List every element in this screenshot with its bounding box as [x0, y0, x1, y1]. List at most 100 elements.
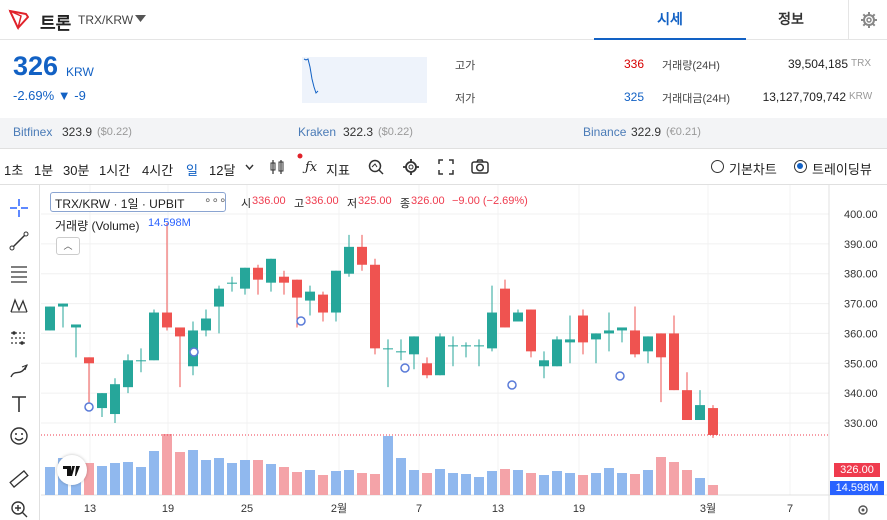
coin-code: TRX/KRW	[78, 13, 134, 27]
trend-line-icon[interactable]	[8, 230, 30, 252]
candle-body	[227, 282, 237, 284]
open-value: 336.00	[252, 195, 286, 207]
volume-bar	[500, 469, 510, 495]
indicator-button[interactable]: 지표	[326, 163, 350, 178]
event-marker	[189, 347, 199, 357]
candle-body	[422, 363, 432, 376]
high-label-legend: 고	[294, 198, 305, 210]
candle-body	[71, 324, 81, 328]
volume-bar	[487, 471, 497, 495]
interval-1d[interactable]: 일	[186, 163, 198, 178]
volume-bar	[526, 473, 536, 495]
new-dot-icon	[297, 153, 303, 159]
event-marker	[507, 380, 517, 390]
tradingview-radio[interactable]	[794, 160, 807, 173]
brush-icon[interactable]	[8, 360, 30, 382]
y-tick-label: 390.00	[844, 239, 878, 251]
candle-body	[643, 336, 653, 352]
tab-price[interactable]: 시세	[594, 0, 746, 40]
y-tick-label: 380.00	[844, 269, 878, 281]
fx-icon[interactable]: ƒx	[305, 160, 318, 175]
interval-1s[interactable]: 1초	[4, 163, 24, 178]
legend-symbol: TRX/KRW · 1일 · UPBIT	[55, 197, 185, 211]
coin-select-chevron-icon[interactable]	[134, 14, 147, 23]
candle-body	[175, 327, 185, 337]
candle-body	[162, 312, 172, 328]
emoji-icon[interactable]	[8, 425, 30, 447]
volume-bar	[695, 478, 705, 495]
exchange-usd: ($0.22)	[97, 126, 132, 138]
candle-body	[110, 384, 120, 415]
pattern-icon[interactable]	[8, 295, 30, 317]
candle-type-icon[interactable]	[268, 158, 286, 176]
candle-body	[214, 288, 224, 307]
candle-body	[279, 276, 289, 283]
basic-chart-radio[interactable]	[711, 160, 724, 173]
volume-bar	[656, 457, 666, 495]
zoom-in-icon[interactable]	[8, 498, 30, 520]
candle-body	[318, 294, 328, 313]
fib-icon[interactable]	[8, 263, 30, 285]
volume-bar	[422, 473, 432, 495]
candle-body	[409, 336, 419, 355]
volume-bar	[539, 475, 549, 495]
candle-body	[591, 333, 601, 340]
interval-4h[interactable]: 4시간	[142, 163, 174, 178]
y-tick-label: 360.00	[844, 328, 878, 340]
exchange-price: 323.9	[62, 125, 93, 139]
candle-body	[695, 405, 705, 421]
fullscreen-icon[interactable]	[437, 158, 455, 176]
candle-body	[500, 288, 510, 328]
volume-value: 14.598M	[148, 217, 191, 229]
price-chart[interactable]: 400.00 390.00 380.00 370.00 360.00 350.00 340.…	[41, 185, 887, 520]
volume-bar	[643, 470, 653, 495]
interval-12mo[interactable]: 12달	[209, 163, 236, 178]
candle-body	[344, 246, 354, 274]
volume-bar	[474, 477, 484, 495]
open-label: 시	[241, 198, 252, 210]
basic-chart-label[interactable]: 기본차트	[729, 162, 777, 177]
y-tick-label: 350.00	[844, 358, 878, 370]
compare-search-icon[interactable]	[367, 158, 385, 176]
exchange-bar	[0, 118, 887, 148]
candle-body	[123, 360, 133, 388]
axis-settings-gear-icon[interactable]	[856, 503, 870, 517]
interval-30m[interactable]: 30분	[63, 163, 90, 178]
volume-bar	[669, 462, 679, 495]
settings-button[interactable]	[848, 0, 887, 40]
volume-bar	[305, 470, 315, 495]
tradingview-label[interactable]: 트레이딩뷰	[812, 162, 872, 177]
exchange-usd: (€0.21)	[666, 126, 701, 138]
crosshair-icon[interactable]	[8, 197, 30, 219]
volume-bar	[84, 463, 94, 495]
turnover24-label: 거래대금(24H)	[662, 93, 730, 105]
x-tick-label: 7	[416, 503, 422, 515]
event-marker	[296, 316, 306, 326]
volume-bar	[604, 468, 614, 495]
candle-body	[487, 312, 497, 349]
interval-1h[interactable]: 1시간	[99, 163, 131, 178]
interval-1m[interactable]: 1분	[34, 163, 54, 178]
volume-bar	[162, 434, 172, 495]
volume-bar	[370, 474, 380, 495]
high-value-legend: 336.00	[305, 195, 339, 207]
legend-more-icon[interactable]: ∘∘∘	[204, 193, 227, 207]
volume-bar	[591, 473, 601, 495]
legend-symbol-box[interactable]	[50, 192, 226, 212]
ruler-icon[interactable]	[8, 468, 30, 490]
camera-icon[interactable]	[470, 158, 490, 176]
interval-more-chevron-icon[interactable]	[245, 164, 254, 170]
collapse-legend-button[interactable]: ︿	[56, 237, 80, 255]
chart-settings-gear-icon[interactable]	[402, 158, 420, 176]
event-marker	[84, 402, 94, 412]
volume-bar	[253, 460, 263, 495]
x-tick-label: 3월	[700, 502, 716, 515]
text-icon[interactable]	[8, 393, 30, 415]
tab-info[interactable]: 정보	[778, 11, 804, 27]
exchange-name: Binance	[583, 125, 627, 139]
drawing-tools-sidebar	[0, 185, 40, 520]
volume-bar	[344, 470, 354, 495]
change-legend: −9.00 (−2.69%)	[452, 195, 528, 207]
candle-body	[383, 348, 393, 350]
forecast-icon[interactable]	[8, 327, 30, 349]
